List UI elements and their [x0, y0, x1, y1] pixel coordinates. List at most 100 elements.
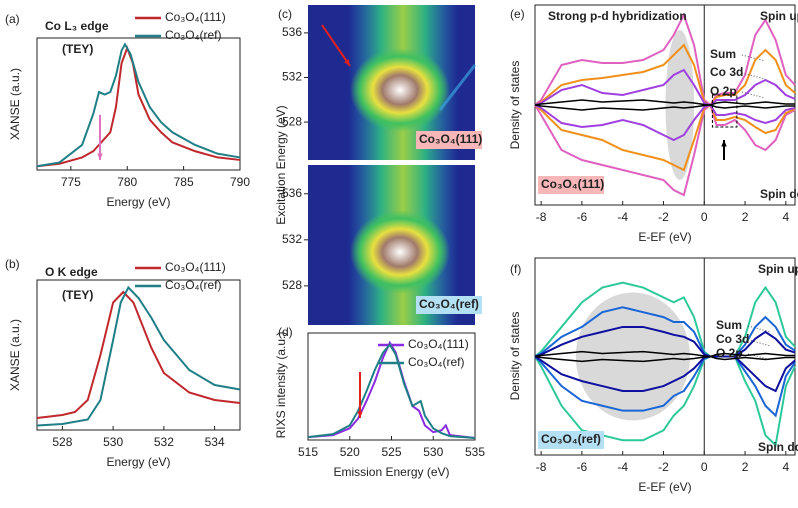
dos-curve [534, 325, 796, 358]
annotation: Spin up [758, 262, 798, 276]
dos-curve [534, 12, 796, 107]
dos-curve [534, 104, 795, 111]
series-label: Sum [710, 47, 736, 61]
x-tick-label: 535 [465, 445, 485, 459]
arrow-head [357, 411, 363, 418]
y-tick-label: 536 [282, 186, 302, 200]
x-tick-label: 790 [230, 175, 250, 189]
x-axis-label: Energy (eV) [106, 455, 170, 469]
series-label: Co 3d [716, 332, 749, 346]
annotation: (TEY) [62, 42, 93, 56]
highlight-box [711, 94, 738, 128]
x-tick-label: 0 [701, 460, 708, 474]
plot-frame [36, 279, 241, 431]
annotation: Co L₃ edge [45, 19, 109, 33]
x-tick-label: -8 [536, 460, 547, 474]
y-tick-label: 532 [282, 70, 302, 84]
panel-label: (c) [278, 7, 292, 21]
leader-line [741, 72, 766, 80]
x-tick-label: 530 [423, 445, 443, 459]
shaded-region [575, 292, 690, 421]
plot-frame [36, 37, 241, 171]
legend-label: Co₃O₄(ref) [408, 355, 464, 369]
annotation: Spin down [758, 440, 798, 454]
panel-label: (b) [5, 257, 20, 271]
y-axis-label: XANSE (a.u.) [8, 319, 22, 391]
dos-curve [534, 103, 796, 142]
annotation: Strong p-d hybridization [548, 9, 687, 23]
sample-label: Co₃O₄(111) [419, 132, 482, 146]
x-tick-label: 2 [742, 460, 749, 474]
y-tick-label: 528 [282, 114, 302, 128]
legend-label: Co₃O₄(ref) [165, 278, 221, 292]
legend-label: Co₃O₄(111) [165, 10, 226, 24]
y-axis-label: RIXS intensity (a.u.) [274, 332, 288, 439]
dos-curve [534, 43, 796, 107]
arrow-head [97, 153, 103, 160]
dos-curve [534, 306, 796, 358]
x-axis-label: E-EF (eV) [638, 230, 691, 244]
heatmap-blob [350, 210, 450, 294]
x-tick-label: -6 [577, 210, 588, 224]
y-tick-label: 532 [282, 232, 302, 246]
x-tick-label: 785 [174, 175, 194, 189]
x-tick-label: 4 [782, 210, 789, 224]
sample-label-box [416, 296, 482, 314]
x-tick-label: -4 [617, 210, 628, 224]
dos-curve [534, 103, 796, 197]
x-tick-label: 530 [103, 435, 123, 449]
x-tick-label: -6 [577, 460, 588, 474]
annotation: Spin up [760, 9, 798, 23]
arrow-head [721, 140, 727, 147]
leader-line [741, 54, 766, 62]
leader-line [741, 91, 766, 99]
dos-curve [534, 99, 795, 106]
x-tick-label: 0 [701, 210, 708, 224]
line [307, 342, 476, 440]
dos-curve [534, 350, 795, 358]
dos-curve [534, 281, 796, 358]
y-tick-label: 528 [282, 278, 302, 292]
dos-curve [534, 68, 796, 107]
line [36, 45, 241, 168]
legend-label: Co₃O₄(111) [165, 260, 226, 274]
sample-label: Co₃O₄(ref) [419, 297, 479, 311]
annotation: (TEY) [62, 288, 93, 302]
x-tick-label: -4 [617, 460, 628, 474]
sample-label: Co₃O₄(ref) [541, 432, 601, 446]
y-axis-label: Density of states [508, 312, 522, 401]
panel-label: (d) [278, 325, 293, 339]
x-tick-label: 525 [381, 445, 401, 459]
x-tick-label: 520 [340, 445, 360, 459]
dos-curve [534, 355, 796, 418]
y-tick-label: 536 [282, 25, 302, 39]
annotation: Spin down [760, 187, 798, 201]
x-tick-label: -2 [658, 460, 669, 474]
x-tick-label: 4 [782, 460, 789, 474]
line [36, 285, 241, 427]
series-label: Co 3d [710, 65, 743, 79]
arrow-head [344, 59, 350, 66]
x-tick-label: -8 [536, 210, 547, 224]
sample-label: Co₃O₄(111) [541, 177, 604, 191]
legend-label: Co₃O₄(ref) [165, 28, 221, 42]
x-tick-label: 534 [205, 435, 225, 449]
dos-curve [534, 355, 795, 363]
series-label: O 2p [710, 84, 737, 98]
panel-label: (e) [510, 7, 525, 21]
line [36, 290, 241, 419]
x-tick-label: 528 [52, 435, 72, 449]
y-axis-label: Excitation Energy (eV) [274, 105, 288, 224]
leader-line [747, 325, 772, 333]
sample-label-box [538, 176, 604, 194]
annotation: O K edge [45, 265, 98, 279]
panel-label: (f) [510, 262, 521, 276]
heatmap-streak [438, 64, 477, 111]
dos-curve [534, 103, 796, 172]
x-axis-label: E-EF (eV) [638, 480, 691, 494]
x-axis-label: Energy (eV) [106, 195, 170, 209]
x-tick-label: 515 [298, 445, 318, 459]
legend-label: Co₃O₄(111) [408, 337, 469, 351]
x-tick-label: 2 [742, 210, 749, 224]
